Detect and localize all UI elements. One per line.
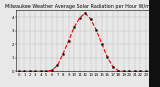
Text: Milwaukee Weather Average Solar Radiation per Hour W/m2 (Last 24 Hours): Milwaukee Weather Average Solar Radiatio… — [5, 4, 160, 9]
